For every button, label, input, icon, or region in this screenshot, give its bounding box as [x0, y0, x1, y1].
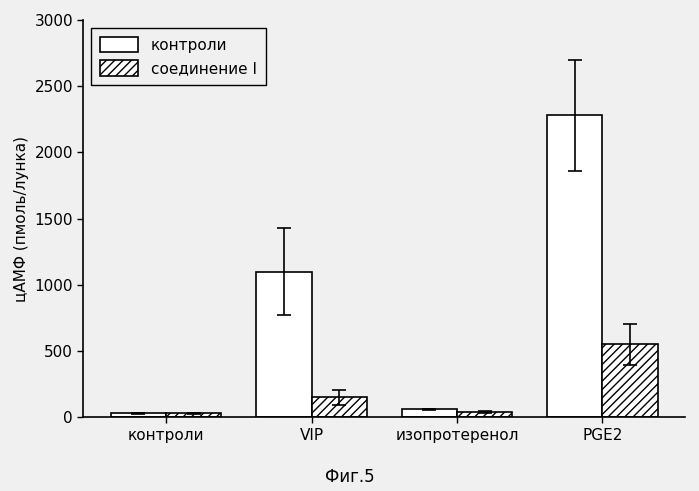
Text: Фиг.5: Фиг.5: [325, 468, 374, 486]
Bar: [603, 345, 658, 417]
Bar: [166, 413, 222, 417]
Bar: [457, 412, 512, 417]
Bar: [257, 272, 312, 417]
Y-axis label: цАМФ (пмоль/лунка): цАМФ (пмоль/лунка): [14, 136, 29, 301]
Legend: контроли, соединение I: контроли, соединение I: [91, 27, 266, 85]
Bar: [547, 115, 603, 417]
Bar: [312, 398, 367, 417]
Bar: [402, 409, 457, 417]
Bar: [111, 413, 166, 417]
